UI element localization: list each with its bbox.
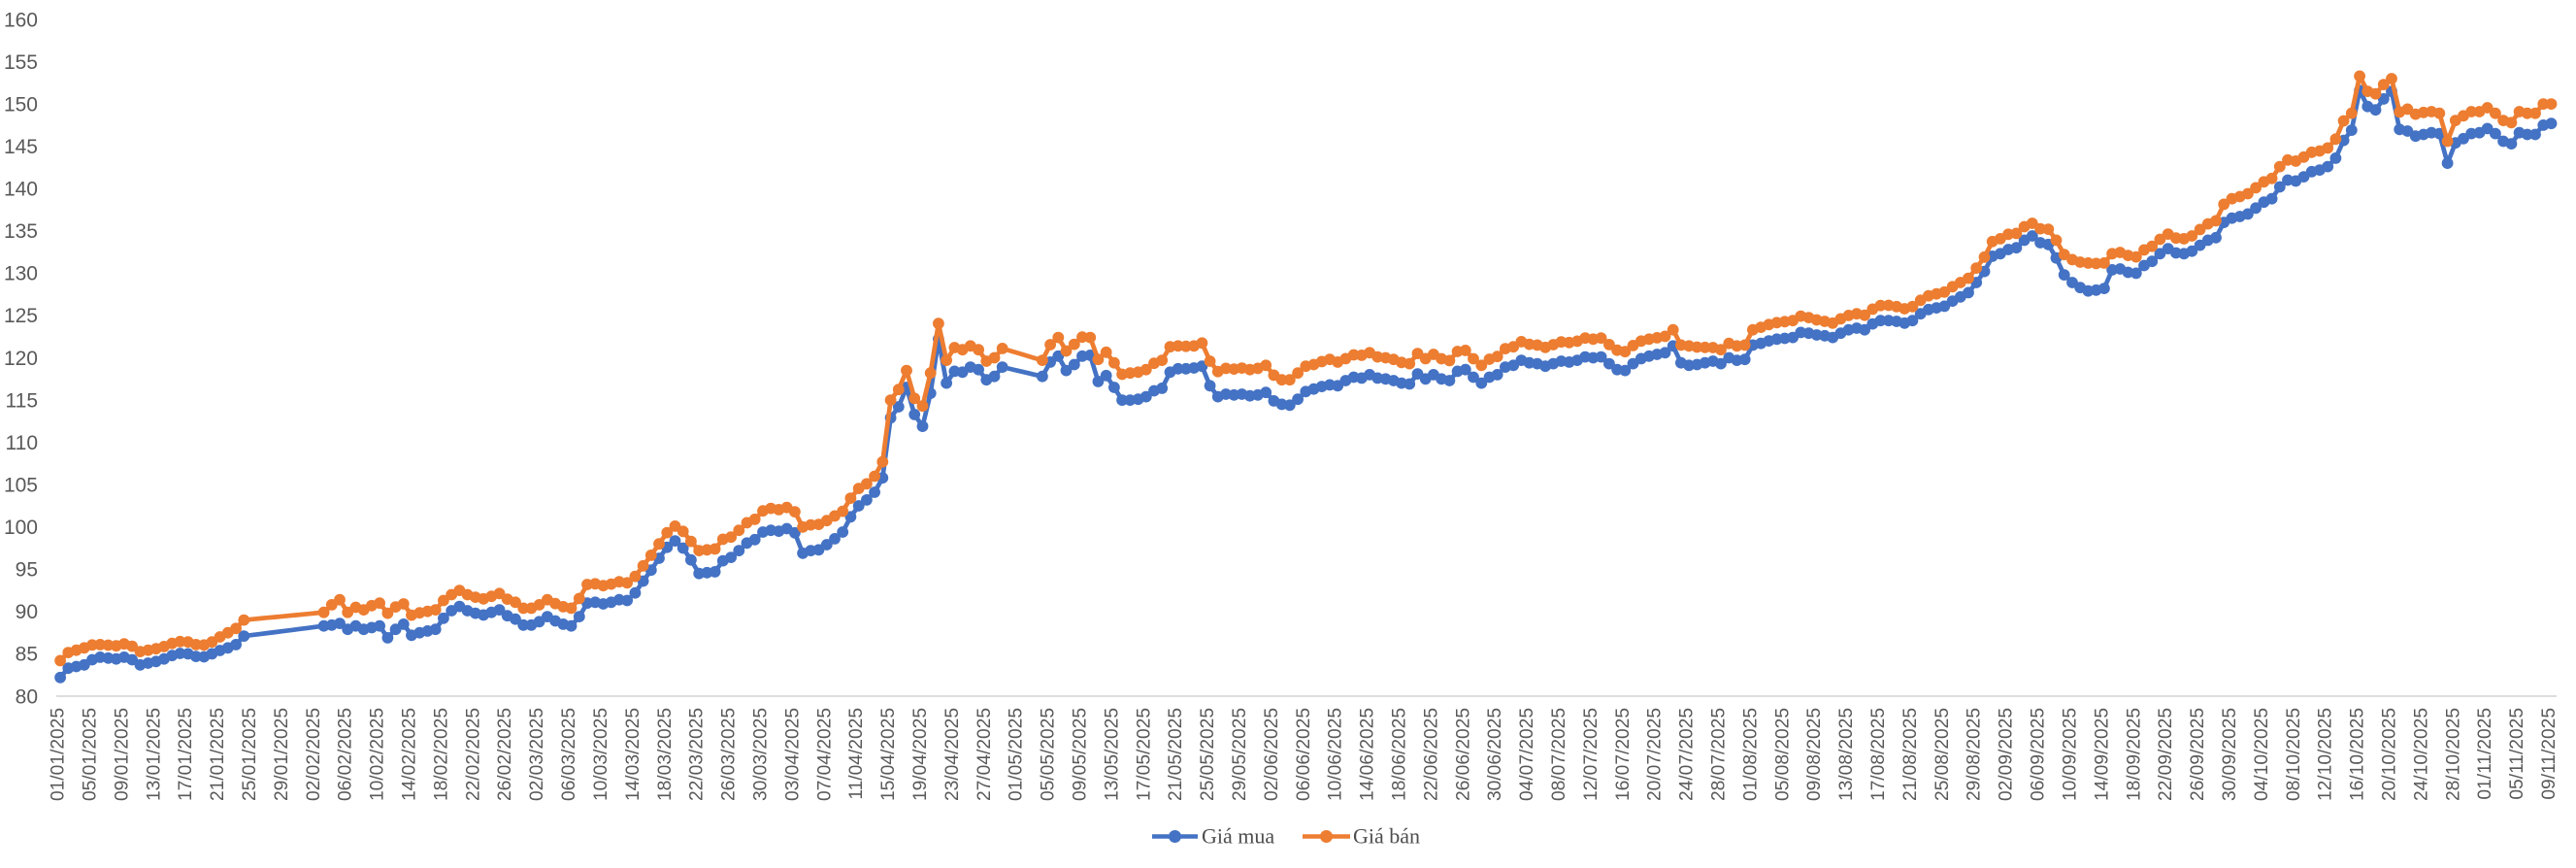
svg-text:18/03/2025: 18/03/2025 [655, 708, 676, 801]
svg-text:160: 160 [4, 9, 38, 31]
svg-text:09/05/2025: 09/05/2025 [1071, 708, 1091, 801]
svg-text:15/04/2025: 15/04/2025 [878, 708, 899, 801]
svg-text:28/07/2025: 28/07/2025 [1709, 708, 1730, 801]
svg-text:21/05/2025: 21/05/2025 [1166, 708, 1186, 801]
svg-text:19/04/2025: 19/04/2025 [910, 708, 931, 801]
svg-text:01/11/2025: 01/11/2025 [2475, 708, 2495, 800]
svg-text:12/10/2025: 12/10/2025 [2316, 708, 2336, 801]
svg-text:135: 135 [4, 220, 38, 243]
svg-text:03/04/2025: 03/04/2025 [782, 708, 803, 801]
svg-text:08/07/2025: 08/07/2025 [1549, 708, 1569, 801]
svg-text:125: 125 [4, 305, 38, 327]
svg-text:90: 90 [16, 601, 38, 623]
svg-text:01/08/2025: 01/08/2025 [1740, 708, 1761, 801]
svg-text:20/07/2025: 20/07/2025 [1645, 708, 1666, 801]
svg-text:115: 115 [6, 389, 38, 412]
svg-text:02/03/2025: 02/03/2025 [527, 708, 547, 801]
svg-text:14/02/2025: 14/02/2025 [400, 708, 420, 801]
svg-text:18/02/2025: 18/02/2025 [431, 708, 451, 801]
svg-text:30/09/2025: 30/09/2025 [2220, 708, 2240, 801]
svg-text:11/04/2025: 11/04/2025 [846, 708, 867, 800]
svg-text:21/08/2025: 21/08/2025 [1900, 708, 1921, 801]
svg-text:27/04/2025: 27/04/2025 [974, 708, 995, 801]
svg-text:13/01/2025: 13/01/2025 [144, 708, 164, 801]
svg-text:145: 145 [4, 136, 38, 158]
svg-text:01/01/2025: 01/01/2025 [49, 708, 69, 801]
svg-text:18/09/2025: 18/09/2025 [2124, 708, 2144, 801]
svg-text:24/10/2025: 24/10/2025 [2411, 708, 2431, 801]
svg-text:17/08/2025: 17/08/2025 [1868, 708, 1889, 801]
svg-text:26/06/2025: 26/06/2025 [1453, 708, 1473, 801]
svg-text:Giá mua: Giá mua [1202, 824, 1274, 849]
svg-text:10/03/2025: 10/03/2025 [591, 708, 611, 801]
svg-text:04/07/2025: 04/07/2025 [1517, 708, 1537, 801]
svg-text:09/01/2025: 09/01/2025 [112, 708, 132, 801]
svg-text:24/07/2025: 24/07/2025 [1677, 708, 1698, 801]
svg-text:09/08/2025: 09/08/2025 [1804, 708, 1825, 801]
svg-text:05/08/2025: 05/08/2025 [1772, 708, 1793, 801]
svg-text:02/09/2025: 02/09/2025 [1997, 708, 2017, 801]
svg-text:14/09/2025: 14/09/2025 [2092, 708, 2112, 801]
svg-text:25/08/2025: 25/08/2025 [1932, 708, 1953, 801]
svg-text:26/09/2025: 26/09/2025 [2188, 708, 2208, 801]
svg-text:85: 85 [16, 644, 38, 666]
svg-text:150: 150 [4, 93, 38, 116]
svg-text:Giá bán: Giá bán [1353, 824, 1420, 849]
svg-text:130: 130 [4, 263, 38, 285]
svg-text:07/04/2025: 07/04/2025 [814, 708, 835, 801]
svg-text:140: 140 [4, 179, 38, 201]
svg-text:18/06/2025: 18/06/2025 [1390, 708, 1410, 801]
svg-text:105: 105 [4, 475, 38, 497]
svg-text:95: 95 [16, 559, 38, 582]
svg-text:25/01/2025: 25/01/2025 [240, 708, 260, 801]
svg-text:06/06/2025: 06/06/2025 [1294, 708, 1314, 801]
svg-text:23/04/2025: 23/04/2025 [942, 708, 963, 801]
svg-text:110: 110 [6, 432, 38, 454]
svg-text:10/06/2025: 10/06/2025 [1326, 708, 1346, 801]
svg-text:05/05/2025: 05/05/2025 [1039, 708, 1059, 801]
svg-text:29/01/2025: 29/01/2025 [272, 708, 292, 801]
svg-text:16/10/2025: 16/10/2025 [2348, 708, 2368, 801]
svg-text:02/06/2025: 02/06/2025 [1262, 708, 1282, 801]
svg-text:26/03/2025: 26/03/2025 [719, 708, 740, 801]
svg-text:09/11/2025: 09/11/2025 [2539, 708, 2559, 800]
svg-text:10/09/2025: 10/09/2025 [2061, 708, 2081, 801]
svg-text:02/02/2025: 02/02/2025 [304, 708, 324, 801]
svg-text:05/01/2025: 05/01/2025 [81, 708, 101, 801]
svg-text:06/03/2025: 06/03/2025 [559, 708, 579, 801]
svg-text:08/10/2025: 08/10/2025 [2284, 708, 2304, 801]
svg-text:17/01/2025: 17/01/2025 [176, 708, 196, 801]
svg-text:14/03/2025: 14/03/2025 [623, 708, 644, 801]
svg-text:06/02/2025: 06/02/2025 [336, 708, 356, 801]
svg-text:30/06/2025: 30/06/2025 [1485, 708, 1505, 801]
svg-text:100: 100 [4, 517, 38, 539]
svg-text:22/06/2025: 22/06/2025 [1421, 708, 1441, 801]
svg-text:17/05/2025: 17/05/2025 [1134, 708, 1154, 801]
svg-text:80: 80 [16, 685, 38, 708]
svg-text:06/09/2025: 06/09/2025 [2029, 708, 2049, 801]
svg-text:28/10/2025: 28/10/2025 [2443, 708, 2463, 801]
svg-text:25/05/2025: 25/05/2025 [1198, 708, 1218, 801]
svg-text:30/03/2025: 30/03/2025 [751, 708, 772, 801]
svg-text:29/05/2025: 29/05/2025 [1230, 708, 1250, 801]
svg-text:155: 155 [4, 51, 38, 74]
svg-text:10/02/2025: 10/02/2025 [368, 708, 388, 801]
svg-text:13/08/2025: 13/08/2025 [1836, 708, 1857, 801]
svg-text:14/06/2025: 14/06/2025 [1358, 708, 1378, 801]
svg-text:01/05/2025: 01/05/2025 [1007, 708, 1027, 801]
svg-text:22/03/2025: 22/03/2025 [687, 708, 708, 801]
svg-text:22/09/2025: 22/09/2025 [2156, 708, 2176, 801]
svg-text:26/02/2025: 26/02/2025 [495, 708, 515, 801]
svg-text:20/10/2025: 20/10/2025 [2380, 708, 2400, 801]
svg-text:22/02/2025: 22/02/2025 [463, 708, 483, 801]
svg-text:12/07/2025: 12/07/2025 [1581, 708, 1602, 801]
svg-text:29/08/2025: 29/08/2025 [1965, 708, 1985, 801]
svg-text:13/05/2025: 13/05/2025 [1102, 708, 1122, 801]
svg-text:16/07/2025: 16/07/2025 [1613, 708, 1634, 801]
svg-text:05/11/2025: 05/11/2025 [2507, 708, 2527, 800]
svg-text:120: 120 [4, 348, 38, 370]
svg-text:04/10/2025: 04/10/2025 [2252, 708, 2272, 801]
svg-text:21/01/2025: 21/01/2025 [208, 708, 228, 801]
